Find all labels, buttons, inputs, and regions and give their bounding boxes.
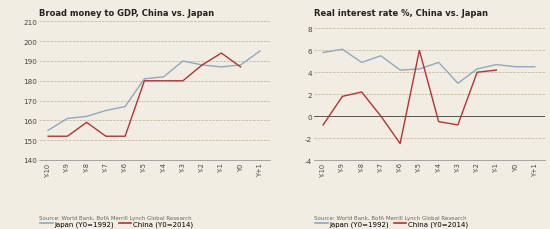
- Legend: Japan (Y0=1992), China (Y0=2014): Japan (Y0=1992), China (Y0=2014): [37, 218, 196, 229]
- Text: Source: World Bank, BofA Merrill Lynch Global Research: Source: World Bank, BofA Merrill Lynch G…: [39, 215, 191, 220]
- Text: Real interest rate %, China vs. Japan: Real interest rate %, China vs. Japan: [314, 8, 487, 18]
- Legend: Japan (Y0=1992), China (Y0=2014): Japan (Y0=1992), China (Y0=2014): [312, 218, 471, 229]
- Text: Source: World Bank, BofA Merrill Lynch Global Research: Source: World Bank, BofA Merrill Lynch G…: [314, 215, 466, 220]
- Text: Broad money to GDP, China vs. Japan: Broad money to GDP, China vs. Japan: [39, 8, 213, 18]
